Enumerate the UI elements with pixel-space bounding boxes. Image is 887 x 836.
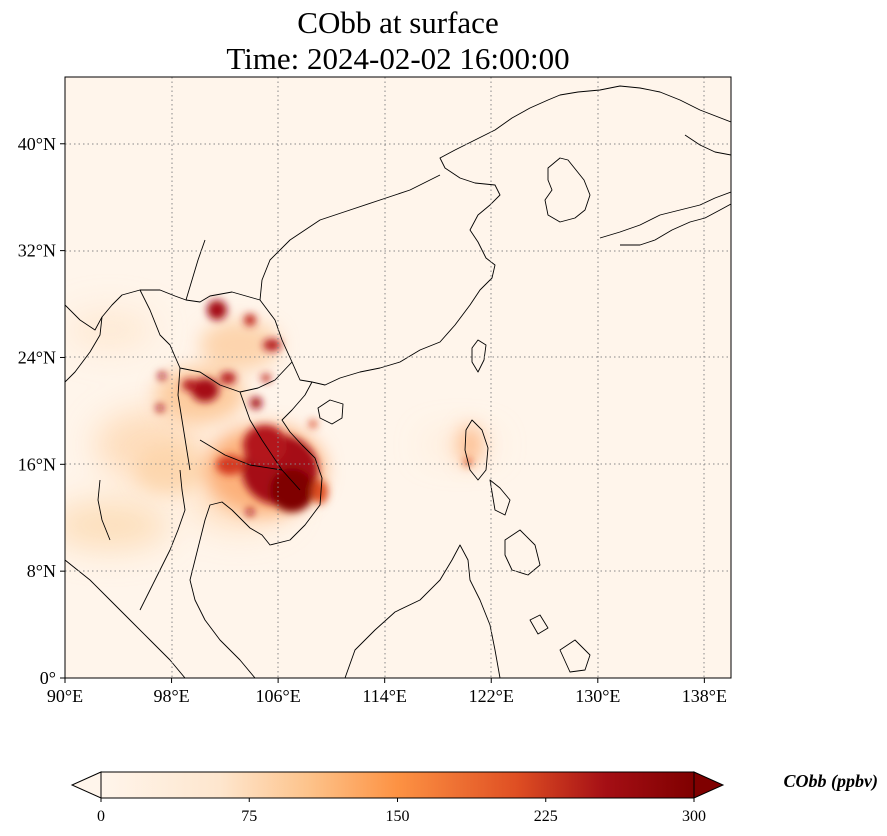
lon-tick-label: 130°E <box>575 686 620 706</box>
colorbar-extend-max <box>693 771 725 799</box>
colorbar-tick-label: 150 <box>386 808 410 825</box>
lat-tick-label: 32°N <box>18 241 56 261</box>
lon-tick-label: 98°E <box>153 686 189 706</box>
lat-tick-label: 8°N <box>27 561 56 581</box>
colorbar-tick-label: 300 <box>682 808 706 825</box>
map-panel[interactable] <box>50 77 731 678</box>
lat-tick-label: 16°N <box>18 454 56 474</box>
coastlines <box>65 85 731 678</box>
lon-tick-label: 106°E <box>256 686 301 706</box>
colorbar-tick-label: 225 <box>534 808 558 825</box>
high-concentration-fires <box>156 300 472 516</box>
lon-tick-label: 122°E <box>469 686 514 706</box>
map-frame <box>64 76 732 679</box>
gridlines <box>65 77 731 678</box>
map-subtitle-time: Time: 2024-02-02 16:00:00 <box>226 41 569 76</box>
lon-tick-label: 114°E <box>362 686 407 706</box>
colorbar-tick-label: 0 <box>97 808 105 825</box>
colorbar-label: CObb (ppbv) <box>784 771 878 792</box>
colorbar-gradient <box>100 771 695 799</box>
colorbar-tick-label: 75 <box>241 808 257 825</box>
lon-tick-label: 90°E <box>47 686 83 706</box>
latitude-axis: 0° 8°N 16°N 24°N 32°N 40°N <box>18 134 65 688</box>
lat-tick-label: 0° <box>40 668 56 688</box>
map-title: CObb at surface <box>297 5 498 40</box>
lat-tick-label: 40°N <box>18 134 56 154</box>
colorbar-ticks: 0 75 150 225 300 <box>97 798 706 825</box>
longitude-axis: 90°E 98°E 106°E 114°E 122°E 130°E 138°E <box>47 678 727 706</box>
colorbar-extend-min <box>70 771 102 799</box>
lon-tick-label: 138°E <box>682 686 727 706</box>
lat-tick-label: 24°N <box>18 347 56 367</box>
colorbar: 0 75 150 225 300 CObb (ppbv) <box>70 771 878 825</box>
